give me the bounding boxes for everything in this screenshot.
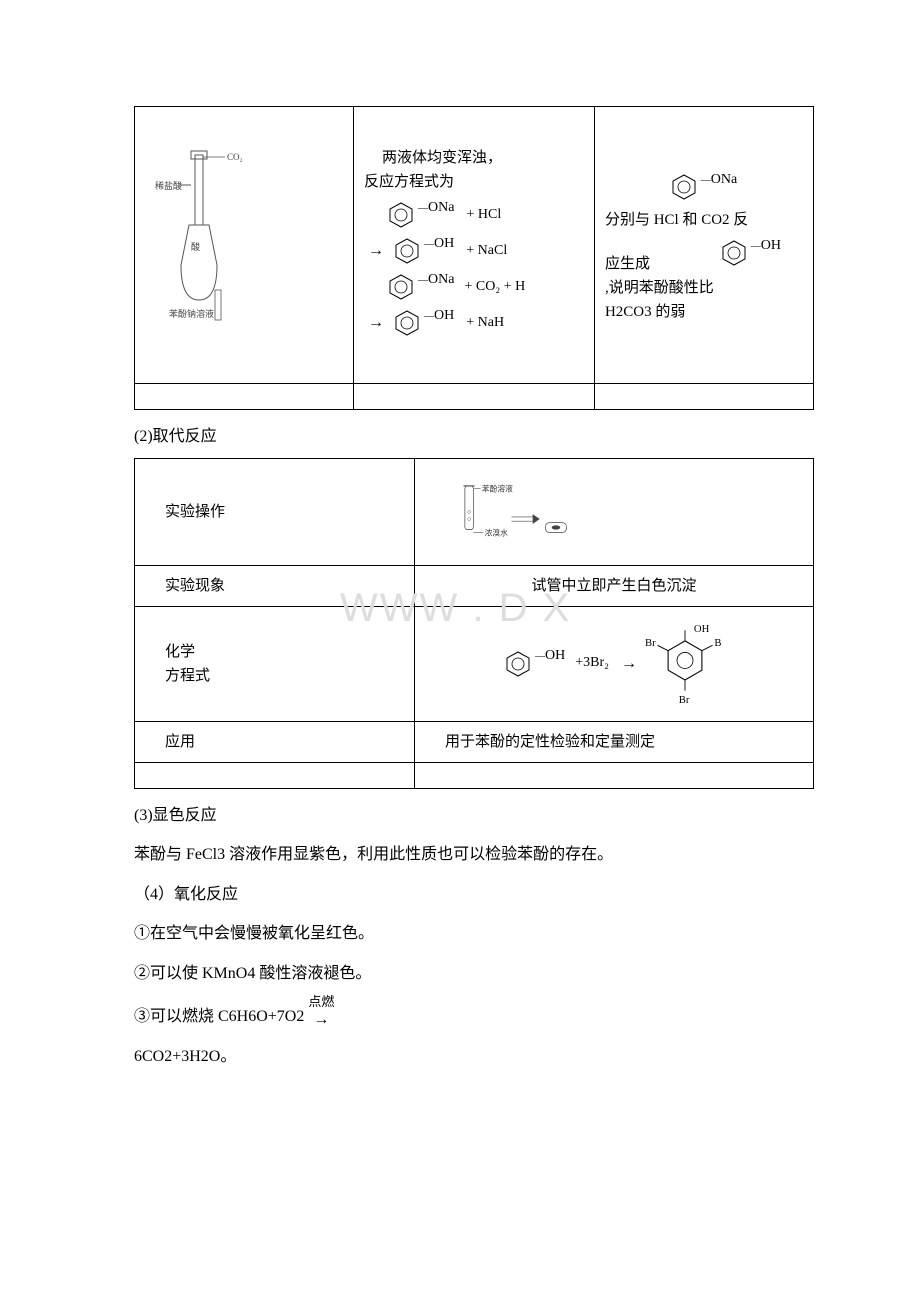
tribromophenol-structure: OH Br B Br [645, 621, 725, 707]
row4-label: 应用 [135, 721, 415, 762]
svg-text:Br: Br [645, 638, 656, 649]
conclusion-line1: 分别与 HCl 和 CO2 反 [605, 208, 803, 232]
oxidation-line-2: ②可以使 KMnO4 酸性溶液褪色。 [134, 961, 810, 987]
svg-text:Br: Br [679, 695, 690, 706]
apparatus-diagram: 稀盐酸 CO₂ 酸 苯酚钠溶液 [145, 115, 305, 375]
svg-text:浓溴水: 浓溴水 [485, 527, 509, 537]
svg-text:OH: OH [694, 624, 710, 635]
conclusion-line3: ,说明苯酚酸性比 [605, 276, 803, 300]
oxidation-line-4: 6CO2+3H2O。 [134, 1044, 810, 1070]
equation-1-right: → —OH + NaCl [364, 236, 584, 266]
oxidation-line-1: ①在空气中会慢慢被氧化呈红色。 [134, 921, 810, 947]
label-mid: 酸 [191, 242, 200, 252]
row3-label-a: 化学 [165, 640, 404, 664]
conclusion-line4: H2CO3 的弱 [605, 300, 803, 324]
observation-text: 两液体均变浑浊， 反应方程式为 [364, 146, 584, 194]
equation-1-left: —ONa + HCl [364, 200, 584, 230]
label-hcl: 稀盐酸 [155, 180, 182, 191]
table-acidity: 稀盐酸 CO₂ 酸 苯酚钠溶液 两液体均变浑浊， 反应方程式为 —ONa [134, 106, 814, 410]
oxidation-line-3: ③可以燃烧 C6H6O+7O2 点燃 → [134, 1001, 810, 1030]
svg-text:苯酚溶液: 苯酚溶液 [482, 483, 513, 493]
label-phenol-na: 苯酚钠溶液 [169, 308, 214, 319]
heading-oxidation: （4）氧化反应 [134, 882, 810, 908]
equation-2-left: —ONa + CO₂ + H [364, 272, 584, 302]
heading-substitution: (2)取代反应 [134, 424, 810, 450]
label-co2: CO₂ [227, 152, 243, 162]
row4-value: 用于苯酚的定性检验和定量测定 [415, 721, 814, 762]
svg-text:B: B [714, 638, 721, 649]
row3-label-b: 方程式 [165, 664, 404, 688]
color-reaction-body: 苯酚与 FeCl3 溶液作用显紫色，利用此性质也可以检验苯酚的存在。 [134, 842, 810, 868]
equation-2-right: → —OH + NaH [364, 308, 584, 338]
watermark: WWW . D X [340, 576, 571, 640]
experiment-diagram-2: 苯酚溶液 浓溴水 [425, 467, 575, 557]
conclusion-structure-1: —ONa [605, 172, 803, 202]
row1-label: 实验操作 [135, 458, 415, 565]
heading-color-reaction: (3)显色反应 [134, 803, 810, 829]
